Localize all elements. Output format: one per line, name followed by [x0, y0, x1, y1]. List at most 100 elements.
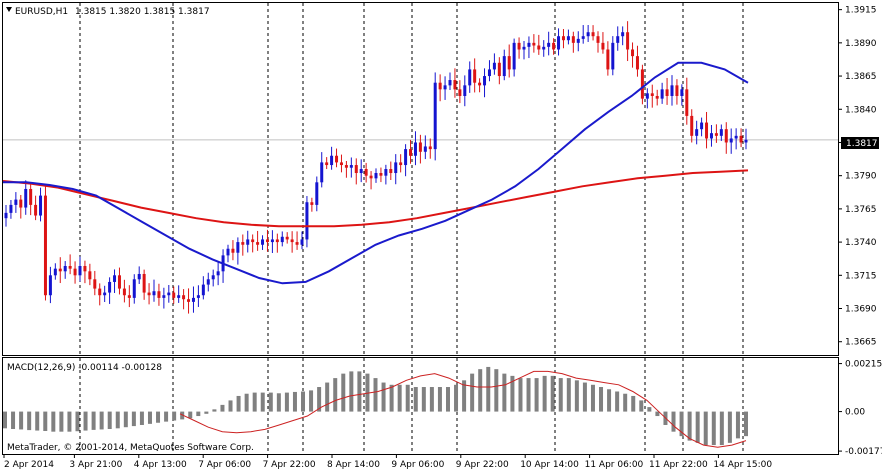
candle-body — [552, 42, 556, 50]
macd-bar — [131, 411, 136, 427]
candle-body — [719, 129, 723, 136]
candle-body — [320, 162, 324, 183]
candle-body — [325, 162, 329, 166]
macd-bar — [51, 411, 56, 432]
candle-body — [73, 268, 77, 276]
macd-bar — [502, 373, 507, 412]
candle-body — [369, 175, 373, 179]
macd-bar — [486, 366, 491, 412]
macd-histogram — [3, 366, 748, 446]
candle-body — [616, 36, 620, 43]
candle-body — [561, 36, 565, 41]
candle-body — [265, 239, 269, 243]
candle-body — [705, 122, 709, 139]
candle-body — [483, 76, 487, 86]
candle-body — [206, 279, 210, 285]
candle-body — [68, 266, 72, 269]
candle-body — [364, 169, 368, 176]
macd-bar — [3, 411, 7, 429]
candle-body — [339, 162, 343, 166]
macd-bar — [703, 411, 708, 446]
candle-body — [724, 129, 728, 143]
macd-bar — [244, 393, 249, 412]
candle-body — [655, 95, 659, 99]
candle-body — [690, 115, 694, 136]
candle-body — [404, 149, 408, 166]
candle-body — [650, 93, 654, 96]
candle-body — [157, 291, 161, 298]
candle-body — [256, 242, 260, 245]
macd-bar — [373, 378, 378, 412]
time-tick-label: 9 Apr 22:00 — [456, 460, 509, 470]
candle-body — [670, 85, 674, 96]
candle-body — [423, 146, 427, 152]
time-tick-label: 7 Apr 22:00 — [263, 460, 316, 470]
candle-body — [226, 248, 230, 256]
current-price-label: 1.3817 — [846, 139, 878, 149]
candle-body — [142, 273, 146, 293]
macd-bar — [252, 392, 257, 412]
candle-body — [409, 149, 413, 156]
candle-body — [566, 36, 570, 41]
macd-bar — [333, 378, 338, 412]
copyright-text: MetaTrader, © 2001-2014, MetaQuotes Soft… — [7, 443, 254, 453]
candle-body — [4, 212, 8, 219]
candle-body — [182, 295, 186, 300]
macd-bar — [260, 392, 265, 412]
time-tick-label: 11 Apr 06:00 — [585, 460, 644, 470]
candle-body — [315, 182, 319, 205]
candle-body — [300, 239, 304, 245]
menu-triangle-icon[interactable] — [6, 7, 12, 12]
ma-slow-line — [2, 169, 749, 228]
candle-body — [576, 38, 580, 43]
candle-body — [122, 288, 126, 296]
candle-body — [88, 271, 92, 280]
candle-body — [359, 169, 363, 174]
candle-body — [137, 273, 141, 280]
candle-body — [261, 239, 265, 245]
macd-bar — [445, 387, 450, 412]
macd-bar — [437, 387, 442, 412]
macd-bar — [574, 380, 579, 412]
candle-body — [433, 82, 437, 150]
macd-bar — [744, 411, 748, 437]
candle-body — [330, 155, 334, 166]
candle-body — [557, 36, 561, 50]
candle-body — [93, 279, 97, 289]
macd-bar — [220, 404, 225, 412]
candle-body — [547, 42, 551, 47]
candle-body — [108, 281, 112, 293]
macd-bar — [11, 411, 16, 429]
macd-bar — [639, 400, 644, 412]
macd-bar — [695, 411, 700, 443]
candle-body — [645, 93, 649, 99]
candle-body — [349, 165, 353, 168]
candle-body — [665, 89, 669, 96]
vertical-separators — [79, 3, 744, 454]
candle-body — [63, 266, 67, 272]
price-tick-label: 1.3915 — [845, 6, 877, 16]
macd-tick-label: -0.00177 — [845, 447, 882, 457]
candle-body — [394, 162, 398, 174]
macd-bar — [421, 387, 426, 412]
candle-body — [53, 268, 57, 276]
price-tick-label: 1.3765 — [845, 205, 877, 215]
macd-bar — [99, 411, 104, 430]
candle-body — [177, 295, 181, 298]
moving-averages — [2, 61, 749, 285]
price-axis: 1.39151.38901.38651.38401.38151.37901.37… — [838, 6, 882, 457]
candle-body — [586, 32, 590, 37]
candle-body — [191, 297, 195, 302]
price-tick-label: 1.3865 — [845, 72, 877, 82]
macd-bar — [655, 411, 660, 417]
macd-bar — [276, 393, 281, 412]
macd-bar — [365, 373, 370, 412]
candle-body — [216, 271, 220, 276]
candle-body — [714, 133, 718, 136]
candle-body — [251, 239, 255, 243]
macd-bar — [204, 411, 209, 414]
macd-bar — [711, 411, 716, 446]
candle-body — [384, 169, 388, 176]
candle-body — [354, 165, 358, 174]
